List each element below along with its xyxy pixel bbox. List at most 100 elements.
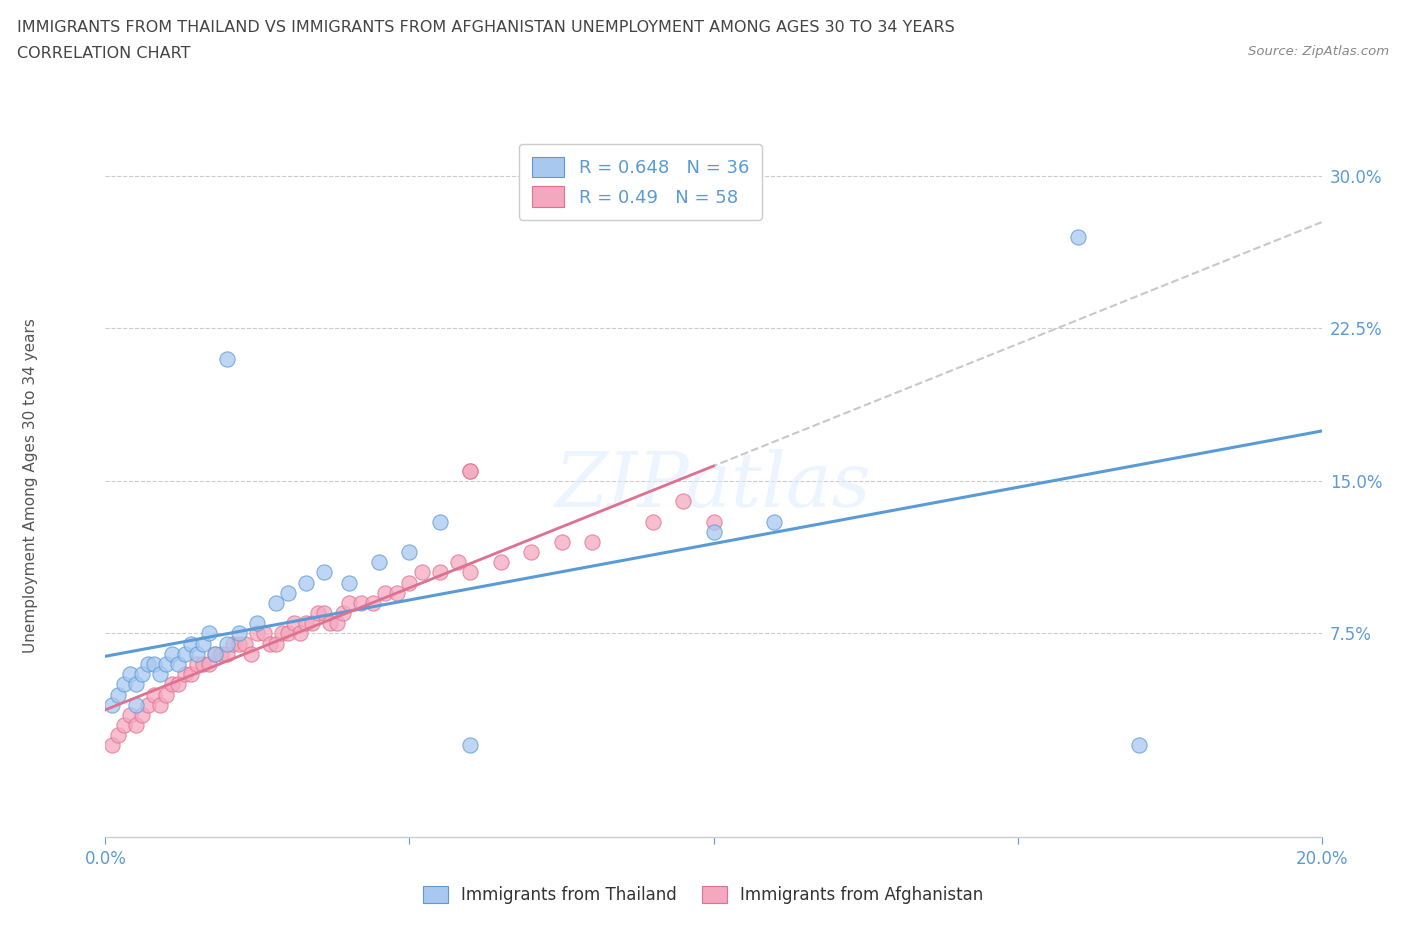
Point (228, 626, 250, 641)
Point (325, 616, 347, 631)
Point (180, 636, 202, 651)
Point (167, 657, 190, 671)
Point (264, 636, 287, 651)
Point (581, 535, 603, 550)
Point (198, 657, 221, 671)
Point (186, 657, 208, 671)
Point (155, 657, 177, 671)
Point (489, 555, 512, 570)
Point (314, 565, 336, 580)
Point (162, 677, 184, 692)
Text: IMMIGRANTS FROM THAILAND VS IMMIGRANTS FROM AFGHANISTAN UNEMPLOYMENT AMONG AGES : IMMIGRANTS FROM THAILAND VS IMMIGRANTS F… (17, 20, 955, 35)
Point (143, 657, 166, 671)
Point (458, 463, 481, 478)
Point (277, 585, 299, 600)
Point (332, 605, 354, 620)
Point (259, 636, 281, 651)
Point (191, 657, 214, 671)
Point (136, 698, 159, 712)
Point (374, 585, 396, 600)
Point (301, 616, 323, 631)
Point (125, 698, 148, 712)
Point (702, 525, 725, 539)
Point (112, 718, 135, 733)
Text: CORRELATION CHART: CORRELATION CHART (17, 46, 190, 61)
Point (204, 646, 226, 661)
Point (398, 545, 420, 560)
Point (222, 636, 245, 651)
Point (429, 514, 451, 529)
Point (361, 595, 384, 610)
Point (458, 565, 481, 580)
Legend: R = 0.648   N = 36, R = 0.49   N = 58: R = 0.648 N = 36, R = 0.49 N = 58 (519, 144, 762, 219)
Point (429, 565, 451, 580)
Point (136, 657, 159, 671)
Point (118, 667, 141, 682)
Point (217, 636, 239, 651)
Point (277, 626, 299, 641)
Point (131, 708, 153, 723)
Point (125, 718, 148, 733)
Point (252, 626, 274, 641)
Point (233, 636, 256, 651)
Point (173, 646, 195, 661)
Point (149, 667, 172, 682)
Point (337, 575, 360, 590)
Point (288, 626, 311, 641)
Point (270, 626, 292, 641)
Point (337, 595, 360, 610)
Text: Unemployment Among Ages 30 to 34 years: Unemployment Among Ages 30 to 34 years (22, 318, 38, 654)
Point (100, 698, 122, 712)
Point (107, 687, 129, 702)
Point (186, 646, 208, 661)
Point (314, 605, 336, 620)
Point (307, 605, 329, 620)
Point (173, 667, 195, 682)
Point (295, 575, 318, 590)
Point (112, 677, 135, 692)
Point (368, 555, 391, 570)
Point (228, 636, 250, 651)
Point (198, 626, 221, 641)
Legend: Immigrants from Thailand, Immigrants from Afghanistan: Immigrants from Thailand, Immigrants fro… (415, 878, 991, 912)
Point (246, 616, 269, 631)
Point (209, 646, 232, 661)
Point (520, 545, 543, 560)
Point (641, 514, 664, 529)
Point (458, 463, 481, 478)
Text: ZIPatlas: ZIPatlas (555, 449, 872, 523)
Point (550, 535, 572, 550)
Point (118, 708, 141, 723)
Point (246, 626, 269, 641)
Point (458, 738, 481, 753)
Point (125, 677, 148, 692)
Point (149, 698, 172, 712)
Point (387, 585, 409, 600)
Point (295, 616, 318, 631)
Point (1067, 229, 1090, 244)
Point (131, 667, 153, 682)
Point (1128, 738, 1150, 753)
Point (264, 595, 287, 610)
Point (180, 667, 202, 682)
Point (240, 646, 263, 661)
Point (319, 616, 342, 631)
Point (191, 636, 214, 651)
Point (204, 646, 226, 661)
Point (702, 514, 725, 529)
Point (763, 514, 786, 529)
Point (100, 738, 122, 753)
Point (217, 646, 239, 661)
Point (162, 646, 184, 661)
Point (411, 565, 433, 580)
Point (217, 352, 239, 366)
Point (107, 728, 129, 743)
Point (155, 687, 177, 702)
Point (167, 677, 190, 692)
Point (672, 494, 695, 509)
Text: Source: ZipAtlas.com: Source: ZipAtlas.com (1249, 45, 1389, 58)
Point (350, 595, 373, 610)
Point (447, 555, 470, 570)
Point (283, 616, 305, 631)
Point (398, 575, 420, 590)
